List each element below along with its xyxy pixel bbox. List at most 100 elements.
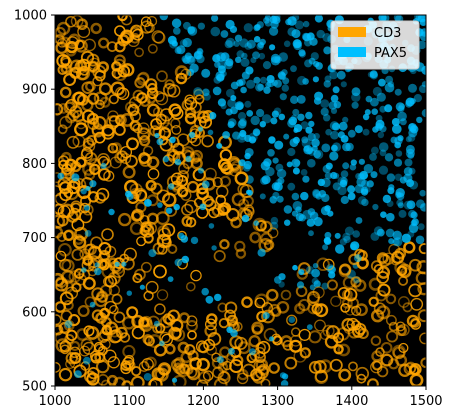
cd3-cell [249, 231, 262, 244]
pax5-cell [378, 78, 386, 87]
pax5-cell [312, 190, 321, 199]
cd3-cell [120, 15, 133, 26]
pax5-cell [342, 162, 350, 170]
cd3-cell [266, 288, 279, 302]
cd3-cell [260, 378, 271, 386]
cd3-cell [167, 150, 181, 163]
cd3-cell [154, 303, 166, 315]
pax5-cell [269, 44, 276, 51]
cd3-cell [298, 298, 311, 312]
pax5-cell [270, 216, 279, 225]
pax5-cell [420, 203, 426, 212]
cd3-cell [126, 306, 139, 319]
cd3-cell [189, 101, 202, 114]
cd3-cell [95, 99, 105, 110]
pax5-cell [188, 56, 195, 63]
pax5-cell [174, 158, 182, 166]
cd3-cell [184, 94, 195, 105]
cd3-cell [134, 47, 144, 58]
cd3-cell [175, 364, 186, 375]
pax5-cell [361, 198, 369, 207]
pax5-cell [271, 15, 281, 22]
cd3-cell [206, 344, 217, 356]
cd3-cell [78, 58, 91, 71]
pax5-cell [256, 108, 265, 118]
pax5-cell [384, 82, 395, 93]
cd3-cell [107, 271, 121, 285]
cd3-cell [84, 296, 96, 308]
pax5-cell [226, 326, 233, 333]
x-tick-label: 1000 [38, 394, 71, 409]
pax5-cell [338, 121, 348, 131]
cd3-cell [311, 303, 323, 315]
cd3-cell [370, 335, 382, 347]
cd3-cell [248, 335, 261, 348]
pax5-cell [199, 203, 207, 211]
cd3-cell [72, 178, 87, 192]
cd3-cell [406, 314, 420, 328]
pax5-cell [321, 282, 329, 290]
pax5-cell [379, 105, 387, 113]
pax5-cell [173, 27, 181, 35]
pax5-cell [166, 207, 173, 214]
pax5-cell [326, 264, 335, 273]
cd3-cell [66, 135, 80, 149]
cd3-cell [329, 358, 343, 372]
pax5-cell [239, 38, 249, 48]
pax5-cell [302, 175, 310, 183]
pax5-cell [403, 167, 413, 176]
pax5-cell [285, 18, 292, 26]
pax5-cell [395, 188, 405, 198]
cd3-cell [115, 86, 127, 99]
cd3-cell [236, 372, 249, 385]
cd3-cell [57, 124, 68, 135]
pax5-cell [401, 233, 411, 243]
cd3-cell [153, 91, 165, 102]
cd3-cell [282, 339, 294, 351]
pax5-cell [239, 129, 247, 138]
pax5-cell [257, 248, 266, 257]
pax5-cell [393, 237, 403, 247]
cd3-cell [171, 124, 182, 135]
cd3-cell [122, 356, 135, 370]
cd3-cell [137, 130, 150, 143]
pax5-cell [332, 182, 341, 191]
cd3-cell [338, 368, 352, 382]
pax5-cell [376, 228, 385, 237]
pax5-cell [352, 230, 361, 238]
pax5-cell [323, 46, 332, 55]
cd3-cell [92, 116, 107, 130]
cd3-cell [138, 317, 153, 332]
pax5-cell [230, 95, 237, 101]
pax5-cell [311, 138, 320, 148]
cd3-cell [215, 185, 229, 198]
cd3-cell [170, 118, 181, 129]
cd3-cell [268, 362, 280, 374]
pax5-cell [276, 168, 287, 179]
cd3-cell [130, 210, 143, 222]
cd3-cell [76, 66, 91, 81]
pax5-cell [307, 158, 316, 168]
pax5-cell [362, 128, 370, 136]
pax5-cell [311, 145, 318, 152]
cd3-cell [158, 127, 172, 140]
pax5-cell [347, 185, 356, 194]
pax5-cell [159, 340, 165, 347]
pax5-cell [241, 214, 250, 223]
pax5-cell [83, 356, 91, 365]
pax5-cell [300, 121, 309, 130]
cd3-cell [254, 351, 266, 364]
pax5-cell [339, 238, 347, 246]
x-tick-label: 1200 [187, 394, 220, 409]
cd3-cell [172, 362, 185, 374]
cd3-cell [377, 283, 391, 297]
cd3-cell [108, 115, 121, 128]
cd3-cell [207, 332, 222, 346]
cd3-cell [196, 357, 210, 372]
pax5-cell [415, 235, 425, 245]
pax5-cell [354, 125, 363, 134]
cd3-cell [219, 239, 230, 250]
pax5-cell [225, 108, 233, 116]
pax5-cell [330, 94, 339, 103]
